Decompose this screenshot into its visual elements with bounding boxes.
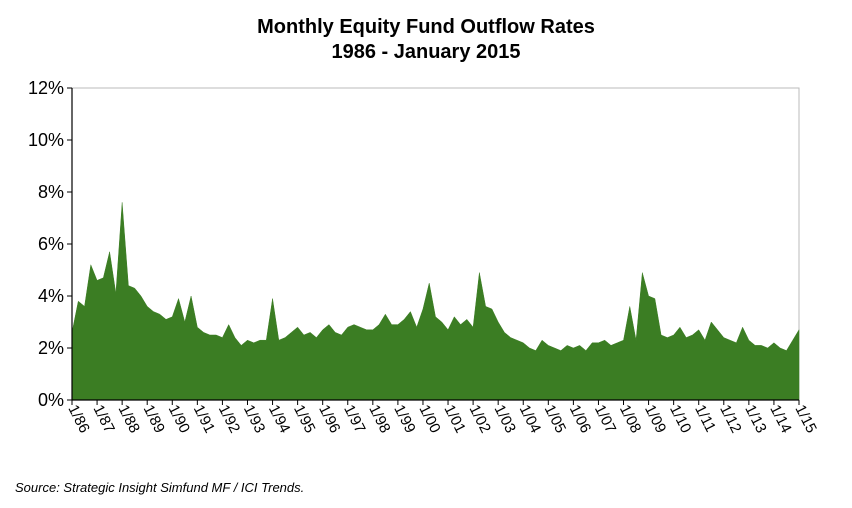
x-tick-label: 1/02 xyxy=(466,402,494,436)
x-tick-label: 1/96 xyxy=(315,402,343,436)
x-tick-label: 1/88 xyxy=(115,402,143,436)
y-tick-label: 10% xyxy=(28,130,64,150)
y-tick-label: 2% xyxy=(38,338,64,358)
x-tick-label: 1/12 xyxy=(716,402,744,436)
x-tick-label: 1/14 xyxy=(766,402,794,436)
chart-title: Monthly Equity Fund Outflow Rates xyxy=(257,16,595,38)
source-note: Source: Strategic Insight Simfund MF / I… xyxy=(15,480,305,495)
x-tick-label: 1/01 xyxy=(440,402,468,436)
y-tick-label: 0% xyxy=(38,390,64,410)
x-tick-label: 1/98 xyxy=(365,402,393,436)
y-tick-label: 6% xyxy=(38,234,64,254)
chart-svg: 0%2%4%6%8%10%12% 1/861/871/881/891/901/9… xyxy=(28,78,820,436)
x-tick-label: 1/91 xyxy=(190,402,218,436)
x-tick-label: 1/08 xyxy=(616,402,644,436)
y-tick-label: 4% xyxy=(38,286,64,306)
x-tick-label: 1/03 xyxy=(491,402,519,436)
chart-subtitle: 1986 - January 2015 xyxy=(331,41,521,63)
x-tick-label: 1/11 xyxy=(691,402,719,435)
x-tick-label: 1/10 xyxy=(666,402,694,436)
x-tick-label: 1/00 xyxy=(415,402,443,436)
x-tick-label: 1/93 xyxy=(240,402,268,436)
x-tick-label: 1/05 xyxy=(541,402,569,436)
x-tick-label: 1/06 xyxy=(566,402,594,436)
x-tick-label: 1/87 xyxy=(90,402,118,436)
x-tick-label: 1/99 xyxy=(390,402,418,436)
x-tick-label: 1/89 xyxy=(140,402,168,436)
x-tick-label: 1/94 xyxy=(265,402,293,436)
x-tick-label: 1/13 xyxy=(741,402,769,436)
x-tick-label: 1/97 xyxy=(340,402,368,436)
x-tick-label: 1/86 xyxy=(64,402,92,436)
y-tick-label: 8% xyxy=(38,182,64,202)
x-tick-label: 1/15 xyxy=(791,402,819,436)
x-tick-label: 1/95 xyxy=(290,402,318,436)
x-tick-label: 1/07 xyxy=(591,402,619,436)
x-tick-label: 1/09 xyxy=(641,402,669,436)
x-tick-label: 1/92 xyxy=(215,402,243,436)
y-tick-label: 12% xyxy=(28,78,64,98)
x-tick-label: 1/90 xyxy=(165,402,193,436)
x-tick-label: 1/04 xyxy=(516,402,544,436)
area-series xyxy=(71,202,800,401)
